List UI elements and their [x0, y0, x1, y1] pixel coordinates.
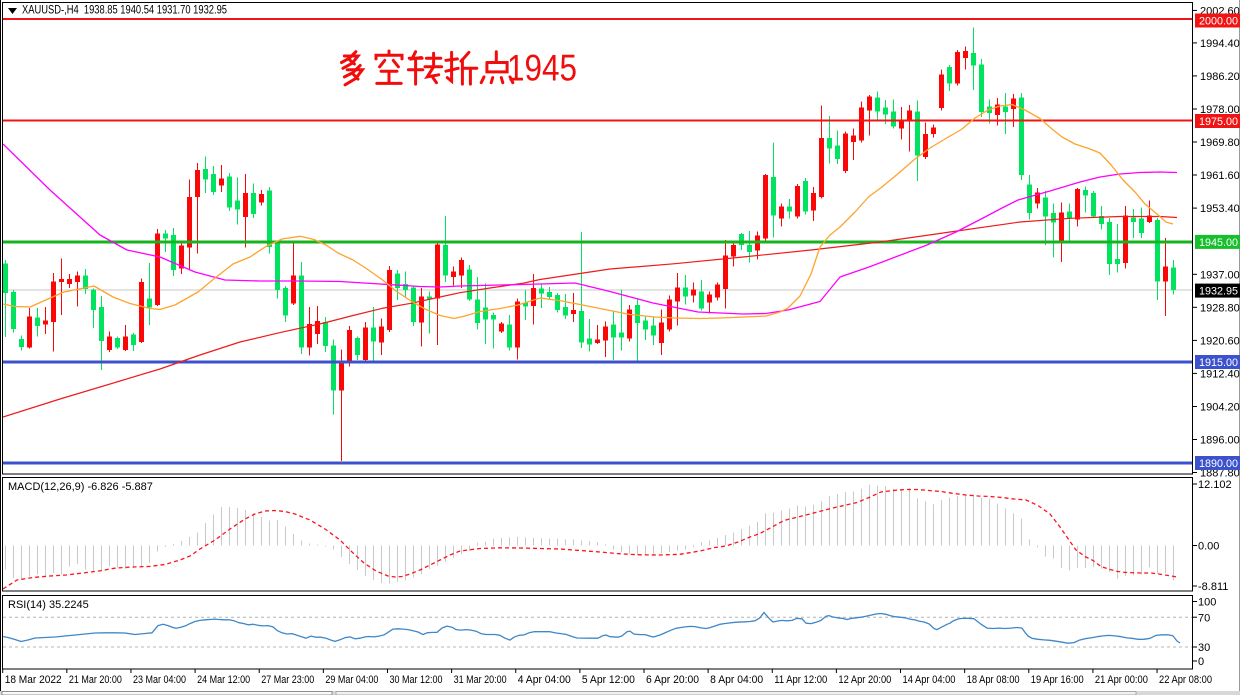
svg-text:1915.00: 1915.00 [1199, 357, 1238, 369]
svg-text:31 Mar 20:00: 31 Mar 20:00 [454, 674, 507, 686]
svg-text:21 Apr 00:00: 21 Apr 00:00 [1095, 674, 1148, 686]
svg-text:2000.00: 2000.00 [1199, 16, 1238, 28]
svg-text:18 Apr 08:00: 18 Apr 08:00 [967, 674, 1020, 686]
svg-text:1969.80: 1969.80 [1200, 137, 1240, 149]
svg-text:1896.00: 1896.00 [1200, 435, 1240, 447]
svg-text:8 Apr 04:00: 8 Apr 04:00 [710, 674, 763, 686]
svg-text:1961.60: 1961.60 [1200, 170, 1240, 182]
svg-text:12.102: 12.102 [1198, 479, 1232, 491]
svg-text:1953.40: 1953.40 [1200, 203, 1240, 215]
svg-text:24 Mar 12:00: 24 Mar 12:00 [197, 674, 250, 686]
svg-text:1904.20: 1904.20 [1200, 402, 1240, 414]
svg-text:100: 100 [1198, 597, 1216, 609]
svg-text:70: 70 [1198, 613, 1210, 625]
svg-text:1986.20: 1986.20 [1200, 71, 1240, 83]
svg-text:30: 30 [1198, 642, 1210, 654]
svg-text:14 Apr 04:00: 14 Apr 04:00 [903, 674, 956, 686]
svg-text:1945: 1945 [507, 48, 577, 89]
svg-text:18 Mar 2022: 18 Mar 2022 [5, 674, 62, 686]
svg-text:1978.00: 1978.00 [1200, 104, 1240, 116]
svg-text:1890.00: 1890.00 [1199, 458, 1238, 470]
svg-text:1887.80: 1887.80 [1200, 468, 1240, 480]
svg-text:11 Apr 12:00: 11 Apr 12:00 [774, 674, 827, 686]
svg-text:1920.60: 1920.60 [1200, 335, 1240, 347]
svg-text:0: 0 [1198, 656, 1204, 668]
svg-text:1912.40: 1912.40 [1200, 368, 1240, 380]
svg-text:1945.00: 1945.00 [1199, 237, 1238, 249]
svg-text:-8.811: -8.811 [1198, 581, 1228, 593]
svg-text:1994.40: 1994.40 [1200, 38, 1240, 50]
svg-text:22 Apr 08:00: 22 Apr 08:00 [1159, 674, 1212, 686]
svg-text:29 Mar 04:00: 29 Mar 04:00 [325, 674, 378, 686]
svg-text:RSI(14) 35.2245: RSI(14) 35.2245 [8, 599, 89, 611]
svg-text:23 Mar 04:00: 23 Mar 04:00 [133, 674, 186, 686]
svg-text:0.00: 0.00 [1198, 541, 1219, 553]
svg-text:1928.80: 1928.80 [1200, 302, 1240, 314]
svg-text:4 Apr 04:00: 4 Apr 04:00 [518, 674, 571, 686]
svg-text:30 Mar 12:00: 30 Mar 12:00 [389, 674, 442, 686]
svg-text:XAUUSD-,H4 1938.85 1940.54 19: XAUUSD-,H4 1938.85 1940.54 1931.70 1932.… [22, 5, 227, 17]
svg-text:21 Mar 20:00: 21 Mar 20:00 [69, 674, 122, 686]
svg-text:27 Mar 23:00: 27 Mar 23:00 [261, 674, 314, 686]
svg-text:19 Apr 16:00: 19 Apr 16:00 [1031, 674, 1084, 686]
svg-text:MACD(12,26,9) -6.826 -5.887: MACD(12,26,9) -6.826 -5.887 [8, 481, 153, 493]
svg-text:1932.95: 1932.95 [1199, 286, 1238, 298]
svg-text:12 Apr 20:00: 12 Apr 20:00 [838, 674, 891, 686]
svg-text:5 Apr 12:00: 5 Apr 12:00 [582, 674, 635, 686]
svg-text:1975.00: 1975.00 [1199, 116, 1238, 128]
svg-text:1937.00: 1937.00 [1200, 269, 1240, 281]
svg-text:6 Apr 20:00: 6 Apr 20:00 [646, 674, 699, 686]
